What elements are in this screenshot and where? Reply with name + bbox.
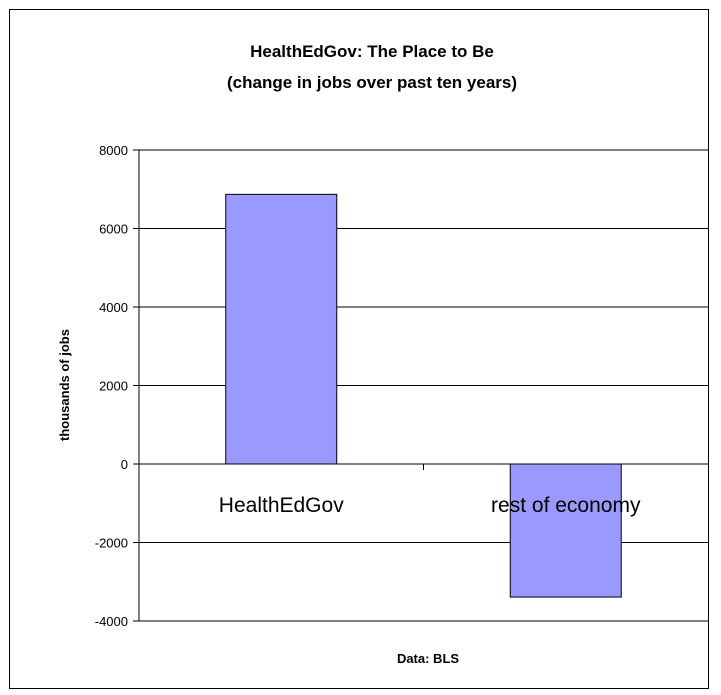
y-tick-label: 2000 — [99, 379, 128, 394]
y-tick-label: 6000 — [99, 222, 128, 237]
gridlines — [139, 149, 708, 622]
bar — [225, 193, 338, 465]
y-tick-label: 8000 — [99, 143, 128, 158]
chart-title: HealthEdGov: The Place to Be — [250, 42, 494, 61]
y-axis-title: thousands of jobs — [57, 329, 72, 441]
category-label: HealthEdGov — [219, 494, 344, 517]
x-axis-title: Data: BLS — [397, 651, 459, 666]
chart-subtitle: (change in jobs over past ten years) — [227, 73, 517, 92]
bars — [225, 193, 622, 598]
category-labels: HealthEdGov rest of economy — [219, 494, 641, 517]
axes — [133, 149, 424, 622]
y-tick-label: -2000 — [95, 536, 128, 551]
y-tick-labels: 8000 6000 4000 2000 0 -2000 -4000 — [95, 143, 128, 629]
bar — [509, 463, 622, 598]
category-label: rest of economy — [491, 494, 641, 517]
y-tick-label: 4000 — [99, 300, 128, 315]
y-tick-label: 0 — [121, 457, 128, 472]
y-tick-label: -4000 — [95, 614, 128, 629]
